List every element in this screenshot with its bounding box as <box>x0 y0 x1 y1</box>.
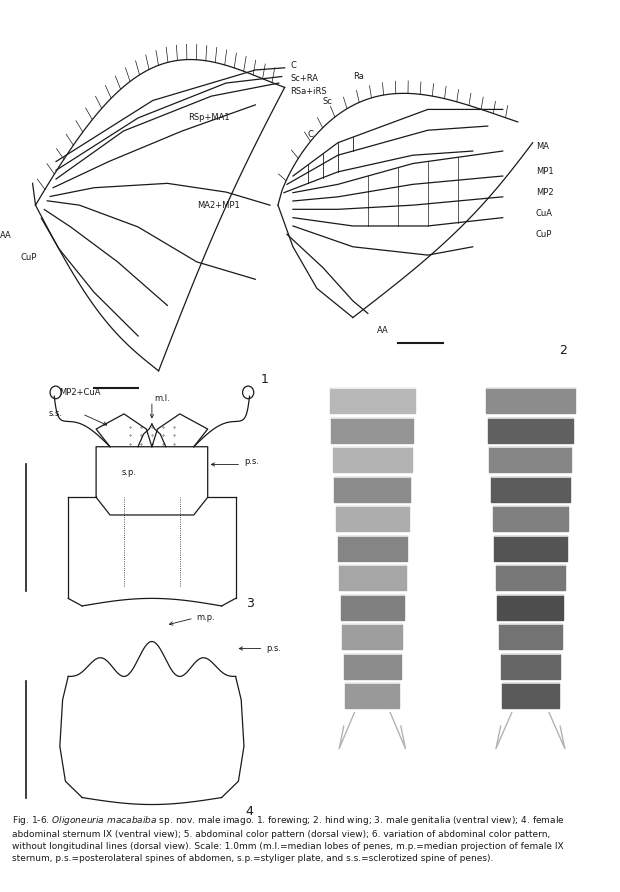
Text: s.s.: s.s. <box>48 409 63 418</box>
Text: 3: 3 <box>246 597 254 610</box>
Text: MA: MA <box>536 143 549 152</box>
Text: p.s.: p.s. <box>244 458 259 467</box>
Bar <box>489 447 572 472</box>
Text: MP1: MP1 <box>536 168 553 177</box>
Bar <box>342 624 402 649</box>
Text: Sc: Sc <box>323 96 333 105</box>
Text: p.s.: p.s. <box>267 644 281 653</box>
Text: MP2+CuA: MP2+CuA <box>59 388 100 397</box>
Bar <box>334 476 410 501</box>
Bar <box>339 566 405 591</box>
Text: AA: AA <box>1 231 12 240</box>
Text: Fig. 1-6. $\it{Oligoneuria\ macabaiba}$ sp. nov. male imago. 1. forewing; 2. hin: Fig. 1-6. $\it{Oligoneuria\ macabaiba}$ … <box>12 814 565 863</box>
Text: CuP: CuP <box>21 253 37 262</box>
Bar <box>337 536 407 561</box>
Bar <box>491 476 570 501</box>
Bar <box>499 624 562 649</box>
Bar <box>331 417 414 442</box>
Bar <box>497 595 564 620</box>
Bar <box>333 447 412 472</box>
Bar <box>486 388 575 413</box>
Text: m.p.: m.p. <box>197 613 215 622</box>
Bar <box>340 595 404 620</box>
Text: MP2: MP2 <box>536 188 553 197</box>
Bar <box>343 654 401 679</box>
Text: AA: AA <box>377 326 389 334</box>
Text: C: C <box>308 130 314 139</box>
Bar <box>488 417 573 442</box>
Text: Ra: Ra <box>353 71 364 80</box>
Text: 5: 5 <box>414 789 422 798</box>
Text: Sc+RA: Sc+RA <box>291 74 319 83</box>
Bar <box>345 683 399 708</box>
Text: s.p.: s.p. <box>122 467 137 476</box>
Text: 1: 1 <box>260 373 268 386</box>
Text: RSa+iRS: RSa+iRS <box>291 87 327 96</box>
Bar <box>494 536 567 561</box>
Text: 2: 2 <box>559 344 567 358</box>
Text: CuA: CuA <box>536 209 552 218</box>
Bar <box>492 506 569 531</box>
Bar <box>502 683 559 708</box>
Text: 6: 6 <box>574 789 582 798</box>
Bar <box>500 654 560 679</box>
Bar <box>330 388 415 413</box>
Text: CuP: CuP <box>536 230 552 239</box>
Bar <box>336 506 409 531</box>
Text: RSp+MA1: RSp+MA1 <box>188 113 229 122</box>
Text: m.l.: m.l. <box>155 394 170 403</box>
Bar <box>496 566 565 591</box>
Text: MA2+MP1: MA2+MP1 <box>197 201 239 210</box>
Text: 4: 4 <box>246 805 254 818</box>
Text: C: C <box>291 62 296 70</box>
